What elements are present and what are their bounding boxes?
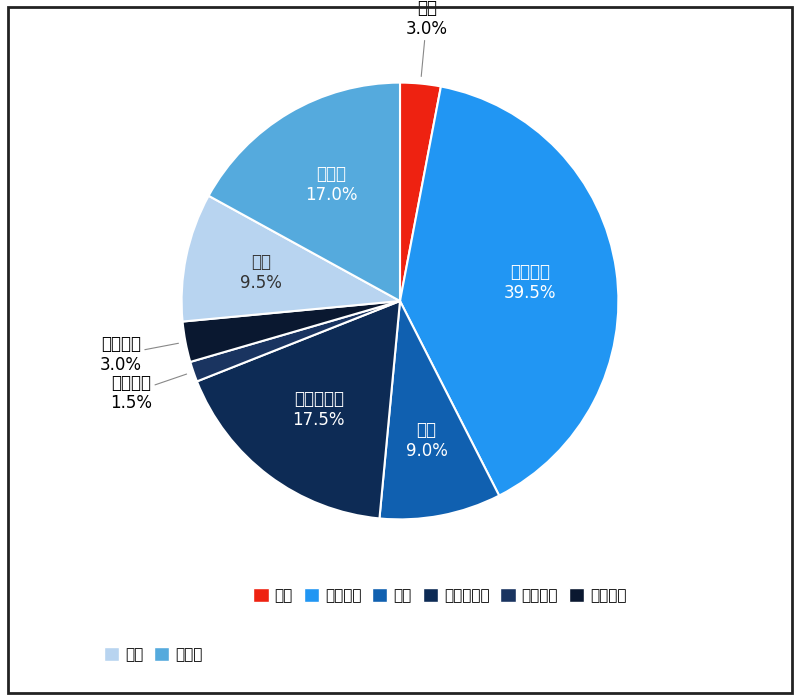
Wedge shape (400, 87, 618, 496)
Wedge shape (197, 301, 400, 519)
Text: フィリピン
17.5%: フィリピン 17.5% (293, 390, 345, 428)
Legend: 韓国, その他: 韓国, その他 (104, 648, 202, 662)
Text: アメリカ
39.5%: アメリカ 39.5% (503, 263, 556, 302)
Wedge shape (379, 301, 499, 519)
Text: 中国
9.0%: 中国 9.0% (406, 421, 447, 460)
Wedge shape (209, 83, 400, 301)
Text: その他
17.0%: その他 17.0% (305, 165, 358, 204)
Text: 韓国
9.5%: 韓国 9.5% (240, 253, 282, 292)
Text: タイ
3.0%: タイ 3.0% (406, 0, 448, 76)
Wedge shape (182, 196, 400, 321)
Text: ベトナム
3.0%: ベトナム 3.0% (100, 335, 178, 374)
Text: ブラジル
1.5%: ブラジル 1.5% (110, 374, 186, 412)
Wedge shape (400, 83, 441, 301)
Wedge shape (182, 301, 400, 362)
Wedge shape (190, 301, 400, 382)
